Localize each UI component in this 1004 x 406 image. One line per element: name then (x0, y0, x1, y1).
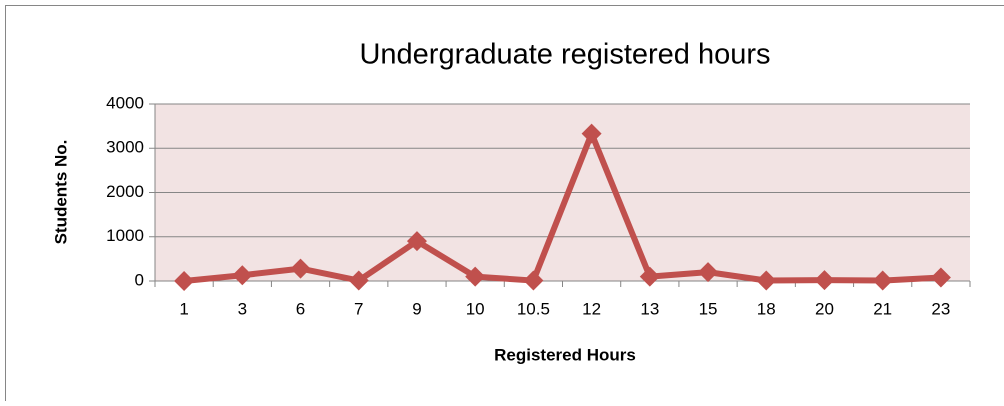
x-tick-label: 6 (296, 299, 305, 318)
y-axis-label: Students No. (51, 140, 70, 245)
x-tick-label: 10.5 (517, 299, 550, 318)
x-tick-label: 15 (699, 299, 718, 318)
x-tick-label: 10 (466, 299, 485, 318)
x-tick-label: 20 (815, 299, 834, 318)
y-tick-label: 1000 (106, 226, 144, 245)
x-tick-label: 12 (582, 299, 601, 318)
y-tick-label: 2000 (106, 182, 144, 201)
x-tick-label: 13 (640, 299, 659, 318)
y-tick-label: 4000 (106, 93, 144, 112)
x-tick-label: 9 (412, 299, 421, 318)
x-tick-label: 1 (179, 299, 188, 318)
y-tick-label: 3000 (106, 138, 144, 157)
y-tick-label: 0 (135, 270, 144, 289)
x-axis-label: Registered Hours (494, 345, 636, 364)
x-tick-label: 18 (757, 299, 776, 318)
x-tick-label: 23 (931, 299, 950, 318)
x-tick-label: 7 (354, 299, 363, 318)
x-tick-label: 3 (238, 299, 247, 318)
chart-title: Undergraduate registered hours (359, 39, 770, 71)
x-tick-label: 21 (873, 299, 892, 318)
